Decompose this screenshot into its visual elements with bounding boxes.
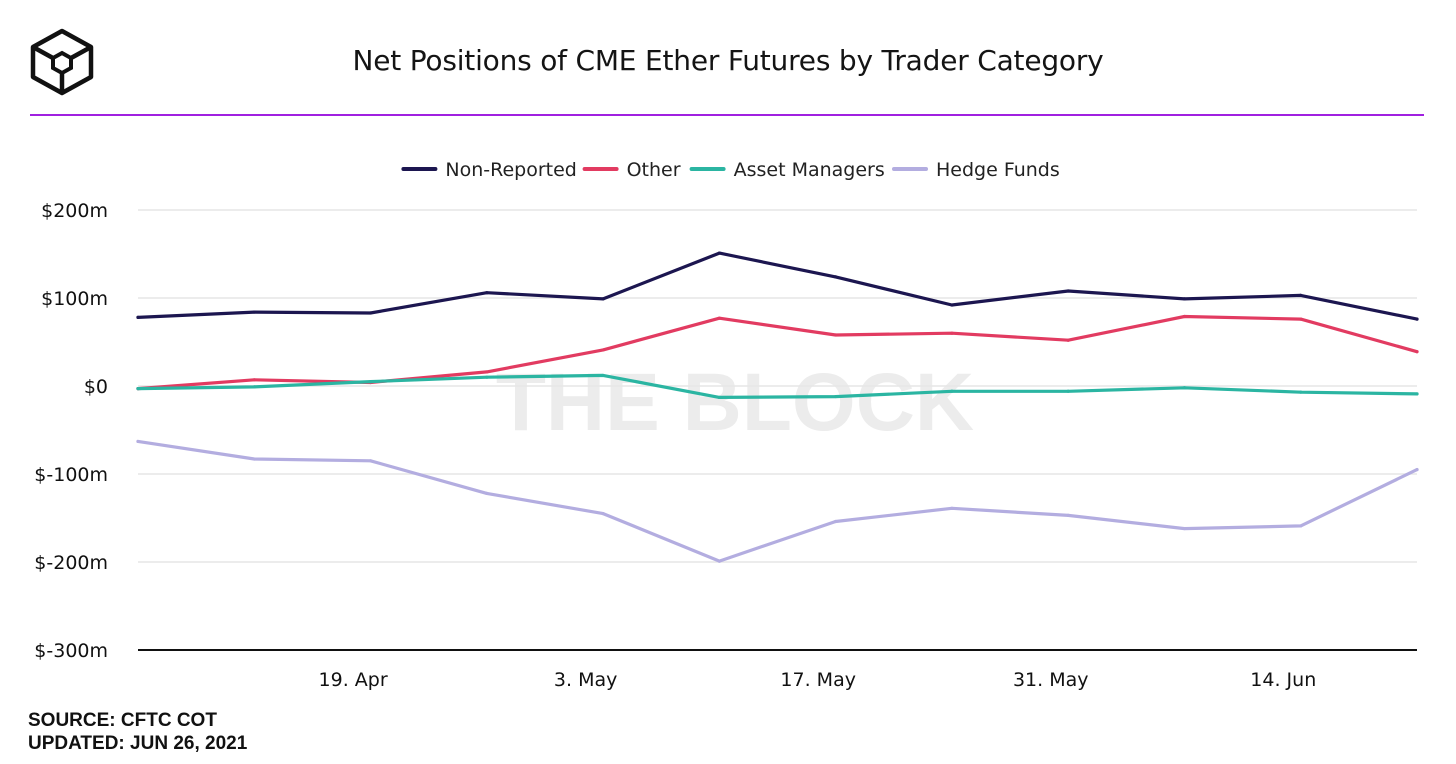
data-point-asset-managers[interactable] bbox=[368, 380, 373, 384]
data-point-non-reported[interactable] bbox=[950, 303, 954, 307]
data-point-other[interactable] bbox=[1182, 314, 1187, 319]
data-point-hedge-funds[interactable] bbox=[601, 511, 605, 516]
data-point-hedge-funds[interactable] bbox=[485, 491, 489, 495]
data-point-other[interactable] bbox=[1066, 338, 1070, 342]
updated-text: UPDATED: JUN 26, 2021 bbox=[28, 733, 248, 754]
data-point-hedge-funds[interactable] bbox=[368, 459, 373, 463]
legend-label-hedge-funds[interactable]: Hedge Funds bbox=[936, 159, 1060, 181]
data-point-hedge-funds[interactable] bbox=[1415, 468, 1419, 472]
source-text: SOURCE: CFTC COT bbox=[28, 710, 217, 731]
the-block-logo-icon bbox=[30, 28, 94, 96]
data-point-other[interactable] bbox=[252, 378, 256, 382]
legend-label-asset-managers[interactable]: Asset Managers bbox=[734, 159, 885, 181]
data-point-non-reported[interactable] bbox=[368, 311, 373, 315]
x-tick-label: 3. May bbox=[554, 669, 617, 691]
chart-source-note: SOURCE: CFTC COT UPDATED: JUN 26, 2021 bbox=[28, 709, 247, 755]
data-point-non-reported[interactable] bbox=[601, 297, 605, 301]
title-divider bbox=[30, 114, 1424, 116]
data-point-hedge-funds[interactable] bbox=[1182, 526, 1187, 531]
data-point-asset-managers[interactable] bbox=[601, 373, 605, 378]
data-point-asset-managers[interactable] bbox=[717, 395, 721, 400]
data-point-asset-managers[interactable] bbox=[485, 375, 489, 379]
data-point-asset-managers[interactable] bbox=[136, 387, 140, 391]
legend-label-non-reported[interactable]: Non-Reported bbox=[445, 159, 576, 181]
data-point-hedge-funds[interactable] bbox=[252, 457, 256, 461]
y-tick-label: $-100m bbox=[34, 464, 108, 486]
data-point-hedge-funds[interactable] bbox=[950, 506, 954, 510]
data-point-asset-managers[interactable] bbox=[1415, 392, 1419, 396]
data-point-other[interactable] bbox=[485, 370, 489, 374]
y-tick-label: $-200m bbox=[34, 552, 108, 574]
data-point-non-reported[interactable] bbox=[136, 315, 140, 319]
data-point-other[interactable] bbox=[1299, 317, 1303, 321]
data-point-non-reported[interactable] bbox=[1299, 293, 1303, 297]
data-point-other[interactable] bbox=[1415, 350, 1419, 354]
data-point-non-reported[interactable] bbox=[485, 291, 489, 295]
series-line-non-reported[interactable] bbox=[136, 251, 1419, 321]
legend-label-other[interactable]: Other bbox=[627, 159, 681, 181]
y-tick-label: $200m bbox=[41, 200, 108, 222]
x-tick-label: 17. May bbox=[780, 669, 856, 691]
x-tick-label: 14. Jun bbox=[1250, 669, 1316, 691]
y-tick-label: $0 bbox=[84, 376, 108, 398]
data-point-asset-managers[interactable] bbox=[950, 389, 954, 393]
data-point-non-reported[interactable] bbox=[717, 251, 721, 255]
data-point-hedge-funds[interactable] bbox=[717, 559, 721, 563]
data-point-asset-managers[interactable] bbox=[1299, 390, 1303, 394]
watermark: THE BLOCK bbox=[496, 357, 974, 448]
data-point-other[interactable] bbox=[950, 331, 954, 335]
data-point-non-reported[interactable] bbox=[834, 275, 838, 279]
data-point-asset-managers[interactable] bbox=[1182, 386, 1187, 390]
series-line-asset-managers[interactable] bbox=[136, 373, 1419, 399]
x-tick-label: 19. Apr bbox=[319, 669, 388, 691]
x-tick-label: 31. May bbox=[1013, 669, 1089, 691]
data-point-hedge-funds[interactable] bbox=[1066, 513, 1070, 517]
data-point-non-reported[interactable] bbox=[1066, 289, 1070, 293]
data-point-non-reported[interactable] bbox=[1182, 297, 1187, 301]
data-point-other[interactable] bbox=[717, 316, 721, 320]
data-point-non-reported[interactable] bbox=[252, 310, 256, 314]
data-point-non-reported[interactable] bbox=[1415, 317, 1419, 321]
data-point-asset-managers[interactable] bbox=[252, 385, 256, 389]
data-point-asset-managers[interactable] bbox=[1066, 389, 1070, 393]
series-line-hedge-funds[interactable] bbox=[136, 439, 1419, 563]
data-point-other[interactable] bbox=[834, 333, 838, 337]
data-point-hedge-funds[interactable] bbox=[834, 519, 838, 524]
data-point-hedge-funds[interactable] bbox=[136, 439, 140, 444]
data-point-other[interactable] bbox=[601, 348, 605, 352]
y-tick-label: $-300m bbox=[34, 640, 108, 662]
chart-title: Net Positions of CME Ether Futures by Tr… bbox=[352, 44, 1104, 77]
data-point-asset-managers[interactable] bbox=[834, 394, 838, 399]
y-tick-label: $100m bbox=[41, 288, 108, 310]
data-point-hedge-funds[interactable] bbox=[1299, 524, 1303, 528]
